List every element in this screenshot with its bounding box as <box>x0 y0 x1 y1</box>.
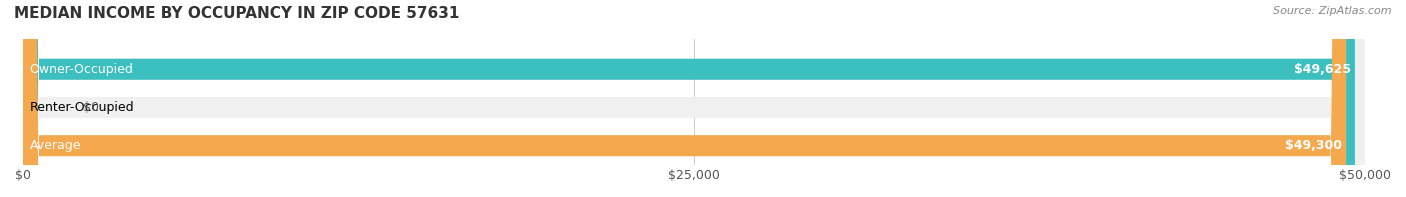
FancyBboxPatch shape <box>22 0 1365 197</box>
Text: $49,300: $49,300 <box>1285 139 1343 152</box>
FancyBboxPatch shape <box>22 0 1346 197</box>
FancyBboxPatch shape <box>22 0 1355 197</box>
Text: Renter-Occupied: Renter-Occupied <box>30 101 135 114</box>
Text: MEDIAN INCOME BY OCCUPANCY IN ZIP CODE 57631: MEDIAN INCOME BY OCCUPANCY IN ZIP CODE 5… <box>14 6 460 21</box>
Text: $49,625: $49,625 <box>1294 63 1351 76</box>
Text: Average: Average <box>30 139 82 152</box>
Text: Source: ZipAtlas.com: Source: ZipAtlas.com <box>1274 6 1392 16</box>
Text: Owner-Occupied: Owner-Occupied <box>30 63 134 76</box>
Text: $0: $0 <box>83 101 100 114</box>
FancyBboxPatch shape <box>22 0 1365 197</box>
FancyBboxPatch shape <box>22 0 1365 197</box>
